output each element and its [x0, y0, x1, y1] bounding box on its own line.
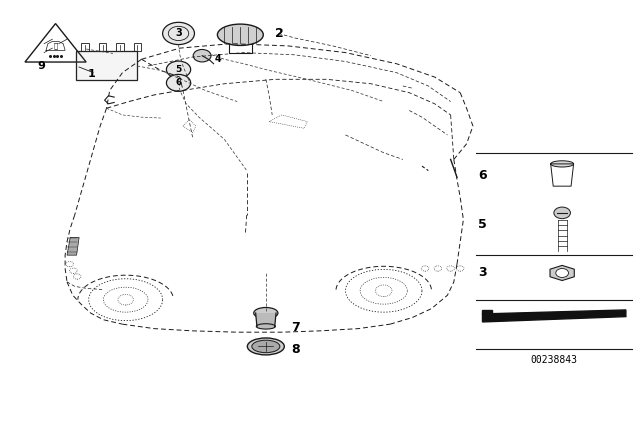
Polygon shape: [76, 52, 137, 80]
Polygon shape: [67, 237, 79, 255]
Text: 1: 1: [88, 69, 96, 78]
Text: 5: 5: [478, 217, 487, 231]
Text: 2: 2: [275, 27, 284, 40]
Text: 4: 4: [215, 54, 221, 64]
Polygon shape: [550, 265, 574, 280]
Ellipse shape: [252, 340, 280, 353]
Polygon shape: [483, 310, 492, 314]
Ellipse shape: [550, 161, 573, 167]
Text: 6: 6: [478, 168, 487, 181]
Circle shape: [166, 61, 191, 78]
Circle shape: [556, 268, 568, 277]
Text: 8: 8: [291, 343, 300, 356]
Circle shape: [193, 49, 211, 62]
Ellipse shape: [218, 24, 263, 45]
Ellipse shape: [253, 307, 278, 319]
Text: 3: 3: [478, 267, 487, 280]
Text: 🚗: 🚗: [53, 43, 58, 49]
Circle shape: [554, 207, 570, 219]
Polygon shape: [483, 310, 626, 322]
Text: 3: 3: [175, 28, 182, 38]
Text: 6: 6: [175, 78, 182, 87]
Circle shape: [166, 74, 191, 91]
Text: 5: 5: [175, 65, 182, 74]
Text: 7: 7: [291, 321, 300, 334]
Ellipse shape: [256, 324, 275, 329]
Text: 9: 9: [38, 61, 45, 71]
Text: 00238843: 00238843: [531, 355, 578, 365]
Polygon shape: [255, 313, 276, 327]
Circle shape: [163, 22, 195, 44]
Ellipse shape: [247, 338, 284, 355]
